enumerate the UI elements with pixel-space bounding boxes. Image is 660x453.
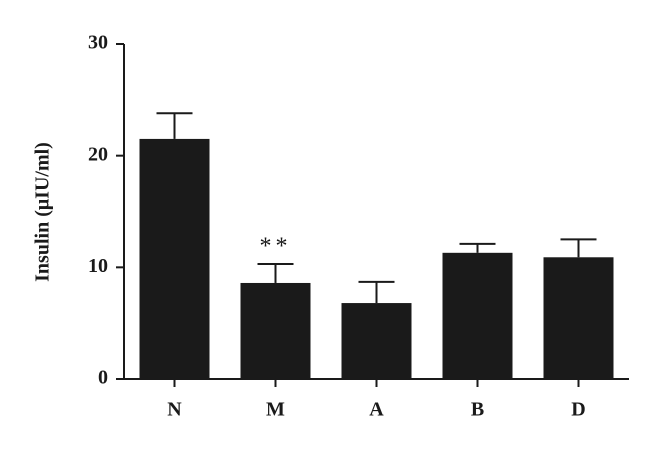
annotation: ** bbox=[260, 233, 292, 259]
bar bbox=[240, 282, 311, 379]
y-tick-label: 30 bbox=[88, 32, 108, 54]
x-tick-label: D bbox=[571, 399, 585, 421]
bar bbox=[341, 303, 412, 379]
bar bbox=[139, 138, 210, 379]
y-tick-label: 0 bbox=[98, 367, 108, 389]
y-tick-label: 20 bbox=[88, 143, 108, 165]
x-tick-label: B bbox=[471, 399, 484, 421]
y-tick-label: 10 bbox=[88, 255, 108, 277]
bar bbox=[543, 257, 614, 379]
x-tick-label: M bbox=[266, 399, 285, 421]
bar bbox=[442, 252, 513, 379]
x-tick-label: A bbox=[369, 399, 384, 421]
y-axis-label: Insulin (μIU/ml) bbox=[32, 142, 54, 282]
x-tick-label: N bbox=[167, 399, 182, 421]
